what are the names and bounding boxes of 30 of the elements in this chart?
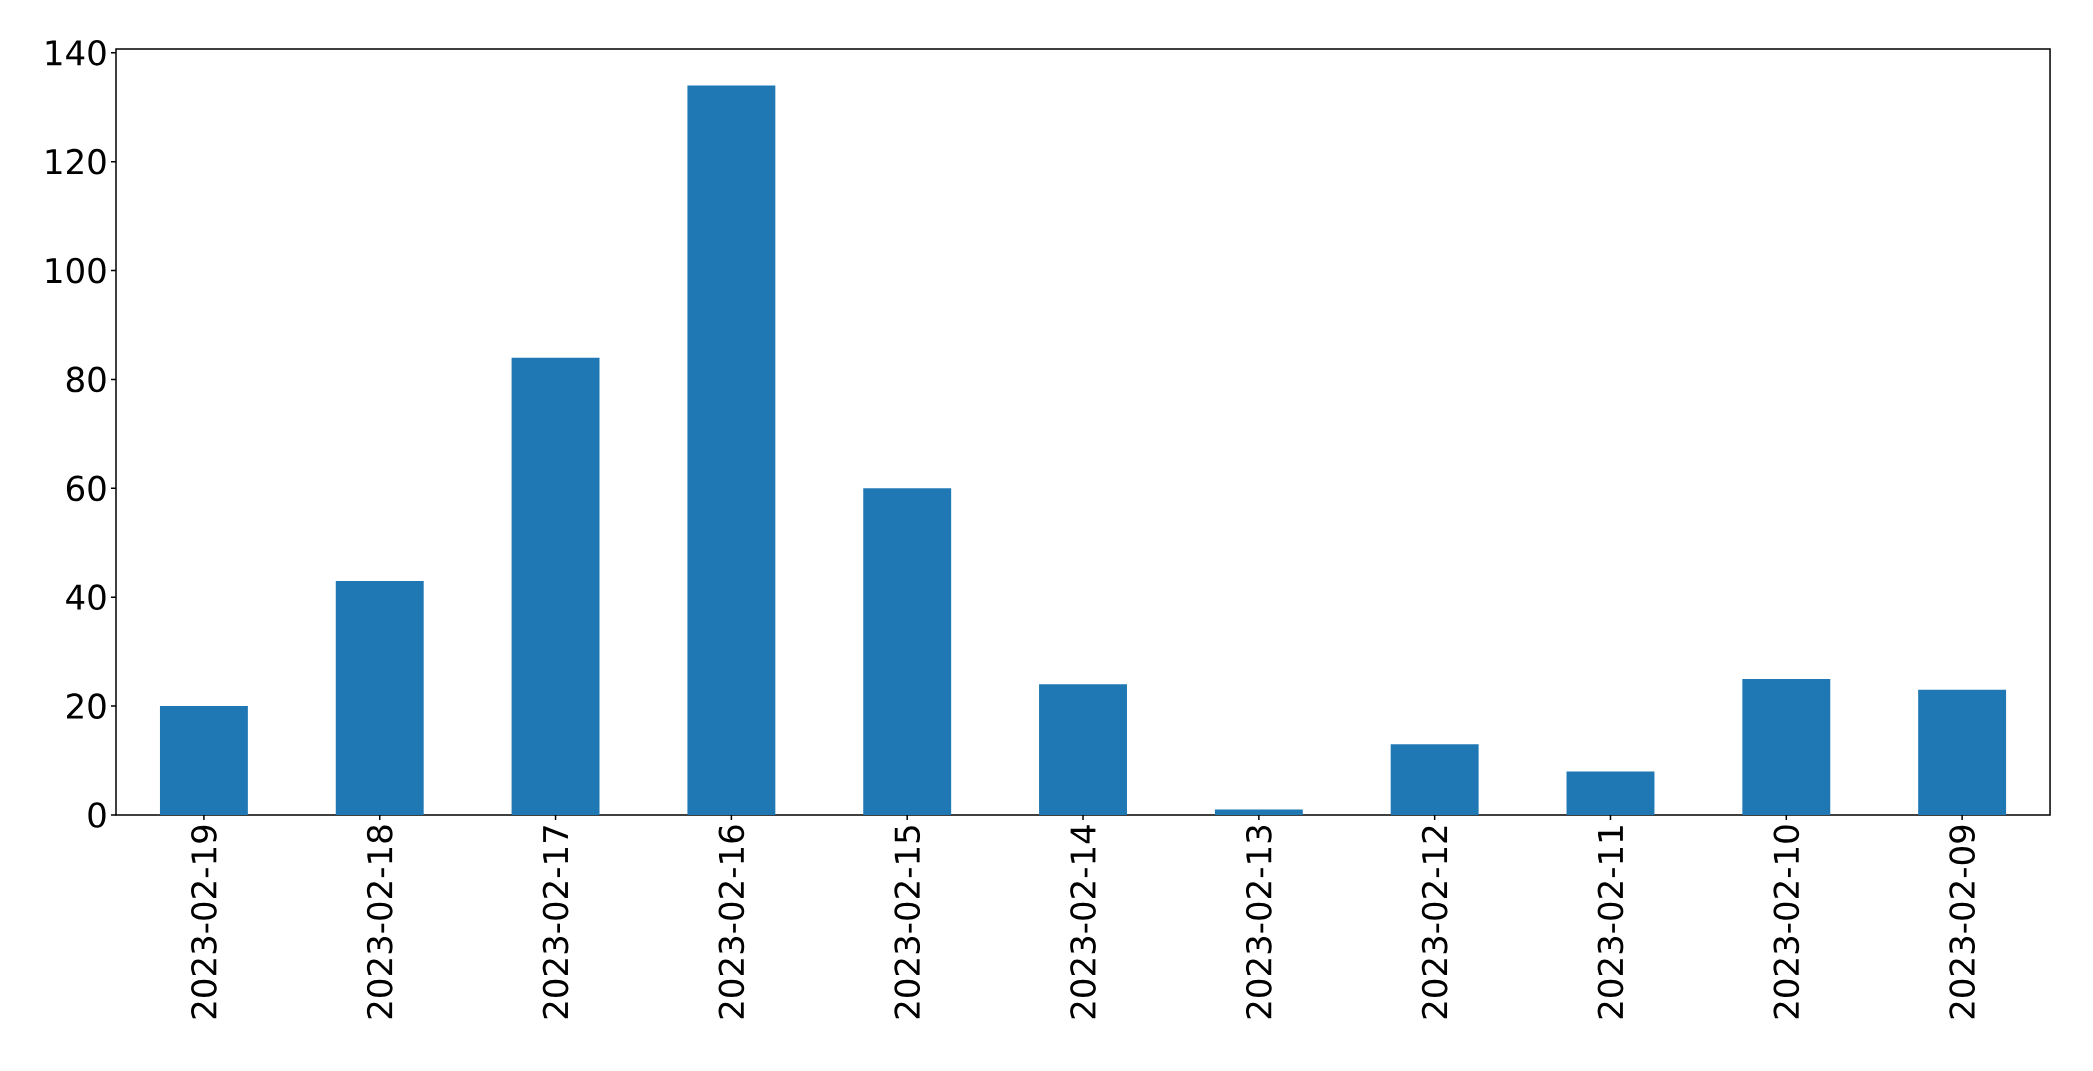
x-tick-label: 2023-02-16	[718, 825, 745, 1019]
y-tick-label: 120	[46, 148, 106, 175]
x-tick-label: 2023-02-18	[366, 825, 393, 1019]
y-tick-label: 0	[88, 802, 106, 828]
x-tick-label: 2023-02-14	[1070, 825, 1096, 1019]
y-tick-label: 40	[66, 584, 106, 611]
x-tick-label: 2023-02-13	[1245, 825, 1272, 1019]
y-tick-label: 100	[46, 257, 106, 284]
y-tick-label: 60	[66, 475, 106, 502]
bar	[1039, 684, 1127, 815]
x-tick-label: 2023-02-10	[1773, 825, 1800, 1019]
x-tick-label: 2023-02-17	[542, 826, 569, 1019]
bar	[511, 357, 600, 815]
y-tick-label: 20	[67, 693, 106, 719]
bar	[159, 706, 248, 815]
bar	[863, 488, 952, 815]
bar	[1742, 678, 1831, 815]
x-tick-label: 2023-02-09	[1949, 825, 1975, 1019]
bar	[335, 580, 424, 815]
bar	[687, 85, 776, 815]
y-tick-label: 80	[66, 366, 106, 393]
x-tick-label: 2023-02-15	[894, 826, 921, 1019]
bar	[1566, 771, 1655, 815]
bar	[1214, 809, 1303, 815]
bar	[1918, 689, 2007, 815]
x-tick-label: 2023-02-12	[1421, 826, 1448, 1019]
bar	[1390, 744, 1479, 815]
x-tick-label: 2023-02-19	[191, 825, 217, 1019]
y-tick-label: 140	[46, 39, 106, 66]
x-tick-label: 2023-02-11	[1597, 826, 1624, 1019]
